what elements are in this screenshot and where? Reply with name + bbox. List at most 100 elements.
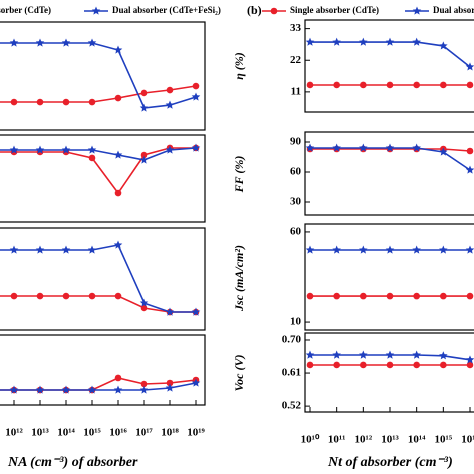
marker [360, 292, 367, 300]
y-tick-label: 90 [290, 136, 302, 148]
marker [385, 245, 395, 254]
marker [360, 361, 367, 369]
marker [270, 7, 278, 15]
marker [113, 385, 123, 394]
marker [87, 145, 97, 154]
legend-label: Dual absorber (CdTe+FeSi₂) [433, 5, 474, 15]
plot-frame [0, 227, 206, 331]
x-axis-title: NA (cm⁻³) of absorber [7, 455, 138, 470]
x-tick-label: 10¹⁴ [408, 434, 426, 446]
x-tick-label: 10¹⁸ [161, 427, 179, 439]
marker [139, 298, 149, 307]
marker [412, 37, 421, 46]
x-tick-label: 10¹⁷ [135, 427, 153, 439]
marker [61, 385, 71, 394]
marker [465, 245, 474, 254]
marker [305, 245, 315, 254]
marker [465, 62, 474, 71]
marker [139, 103, 149, 112]
marker [165, 145, 175, 154]
legend-label: Dual absorber (CdTe+FeSi₂) [112, 5, 221, 15]
marker [306, 292, 314, 300]
plot-frame [304, 131, 474, 216]
marker [114, 292, 122, 300]
series-line [0, 244, 196, 313]
marker [191, 143, 201, 152]
marker [306, 81, 314, 89]
x-tick-label: 10¹¹ [328, 434, 346, 446]
x-tick-label: 10¹⁵ [435, 434, 453, 446]
marker [36, 292, 44, 300]
marker [466, 292, 474, 300]
y-axis-title: FF (%) [232, 156, 246, 194]
marker [332, 143, 341, 152]
marker [61, 38, 71, 47]
marker [61, 145, 71, 154]
plot-frame [304, 19, 474, 113]
marker [413, 81, 420, 89]
marker [87, 385, 97, 394]
marker [140, 89, 148, 97]
marker [10, 292, 18, 300]
x-tick-label: 10¹⁵ [83, 427, 101, 439]
marker [9, 385, 19, 394]
marker [87, 245, 97, 254]
marker [9, 145, 19, 154]
series-line [0, 382, 197, 391]
plot-frame [0, 334, 206, 406]
marker [166, 379, 174, 387]
marker [9, 245, 19, 254]
marker [62, 292, 70, 300]
marker [139, 155, 149, 164]
y-tick-label: 10 [290, 316, 302, 328]
marker [359, 350, 368, 359]
x-tick-label: 10¹² [355, 434, 373, 446]
marker [88, 292, 96, 300]
marker [114, 374, 122, 382]
marker [166, 86, 174, 94]
y-axis-title: η (%) [232, 52, 246, 80]
marker [35, 145, 45, 154]
plot-frame [304, 223, 474, 331]
y-axis-title: Jsc (mA/cm²) [232, 245, 246, 312]
marker [359, 143, 368, 152]
marker [191, 92, 201, 101]
marker [439, 351, 448, 360]
marker [140, 380, 148, 388]
marker [305, 143, 315, 152]
legend-label: Single absorber (CdTe) [290, 5, 379, 15]
marker [35, 245, 45, 254]
marker [114, 189, 122, 197]
marker [359, 37, 368, 46]
marker [440, 81, 447, 89]
x-tick-label: 10¹⁴ [57, 427, 75, 439]
marker [412, 350, 421, 359]
marker [333, 81, 340, 89]
marker [333, 361, 340, 369]
marker [385, 143, 395, 152]
marker [412, 6, 422, 15]
marker [385, 350, 395, 359]
marker [9, 38, 19, 47]
marker [140, 304, 148, 312]
marker [88, 98, 96, 106]
marker [413, 361, 420, 369]
marker [465, 355, 474, 364]
marker [386, 292, 394, 300]
x-tick-label: 10¹⁰ [301, 434, 320, 446]
marker [440, 361, 447, 369]
legend-label: Single absorber (CdTe) [0, 5, 51, 15]
marker [62, 98, 70, 106]
marker [439, 245, 448, 254]
marker [139, 385, 149, 394]
marker [412, 143, 421, 152]
marker [412, 245, 421, 254]
marker [359, 245, 368, 254]
marker [385, 37, 395, 46]
marker [386, 361, 394, 369]
marker [413, 292, 420, 300]
y-tick-label: 30 [290, 196, 302, 208]
series-line [0, 147, 196, 195]
series-line [0, 295, 196, 313]
